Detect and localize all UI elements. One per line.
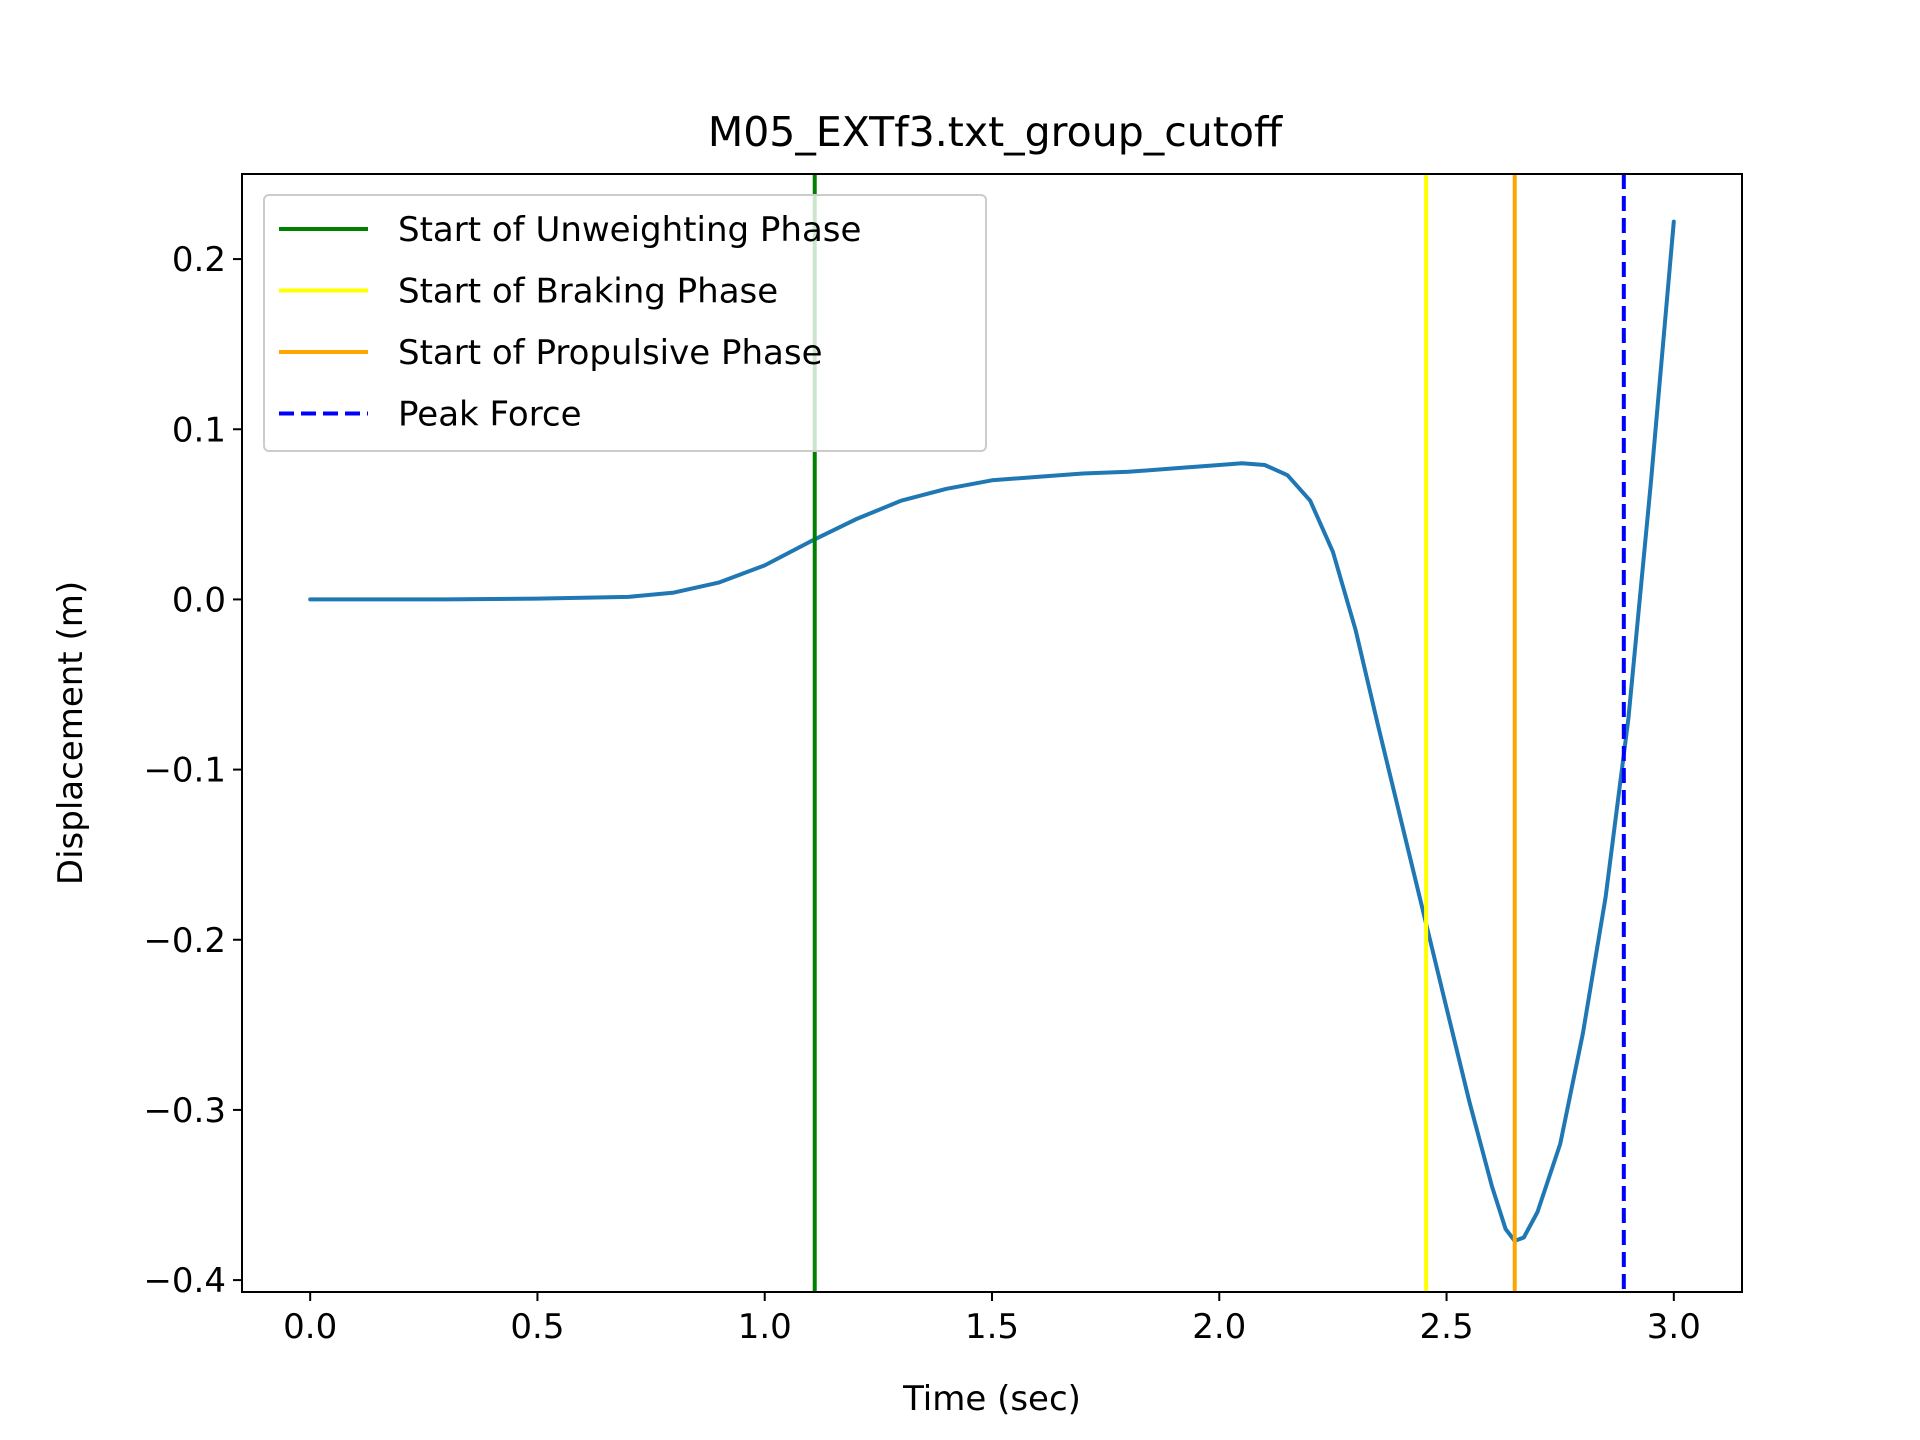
legend-label: Start of Unweighting Phase (398, 210, 861, 250)
x-tick-label: 1.0 (738, 1307, 792, 1347)
legend-box (263, 194, 987, 452)
legend-label: Start of Propulsive Phase (398, 333, 823, 373)
x-tick-label: 0.0 (283, 1307, 337, 1347)
x-tick-label: 2.0 (1192, 1307, 1246, 1347)
y-tick-label: 0.1 (172, 410, 226, 450)
y-axis: 0.2 0.1 0.0 −0.1 −0.2 −0.3 −0.4 (143, 240, 242, 1301)
legend: Start of Unweighting Phase Start of Braki… (263, 194, 987, 452)
y-tick-label: −0.4 (143, 1261, 226, 1301)
x-tick-label: 3.0 (1647, 1307, 1701, 1347)
x-tick-label: 1.5 (965, 1307, 1019, 1347)
x-axis-label: Time (sec) (902, 1379, 1081, 1419)
y-tick-label: 0.0 (172, 580, 226, 620)
chart-title: M05_EXTf3.txt_group_cutoff (708, 108, 1284, 156)
legend-label: Start of Braking Phase (398, 272, 778, 312)
x-tick-label: 0.5 (510, 1307, 564, 1347)
y-tick-label: 0.2 (172, 240, 226, 280)
y-tick-label: −0.1 (143, 751, 226, 791)
y-tick-label: −0.3 (143, 1091, 226, 1131)
series-line-0 (308, 219, 1676, 1243)
y-tick-label: −0.2 (143, 921, 226, 961)
legend-label: Peak Force (398, 395, 582, 435)
y-axis-label: Displacement (m) (51, 581, 91, 885)
x-axis: 0.0 0.5 1.0 1.5 2.0 2.5 3.0 (283, 1292, 1701, 1347)
x-tick-label: 2.5 (1420, 1307, 1474, 1347)
